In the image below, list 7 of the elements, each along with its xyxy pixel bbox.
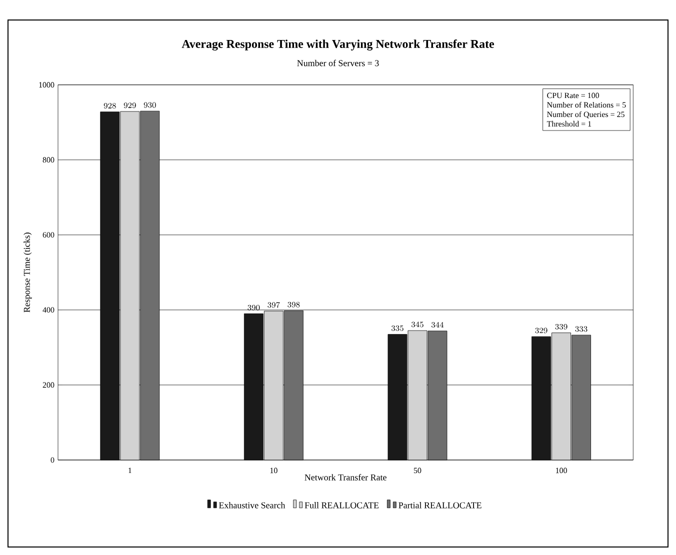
legend-label: Partial REALLOCATE (398, 502, 482, 508)
legend-label: Full REALLOCATE (304, 502, 379, 508)
chart-title: Average Response Time with Varying Network Transfer Rate (182, 39, 494, 51)
chart-subtitle: Number of Servers = 3 (297, 60, 379, 66)
legend-label: Exhaustive Search (219, 502, 286, 508)
x-axis-title: Network Transfer Rate (304, 474, 386, 480)
y-axis-title: Response Time (ticks) (24, 232, 32, 312)
